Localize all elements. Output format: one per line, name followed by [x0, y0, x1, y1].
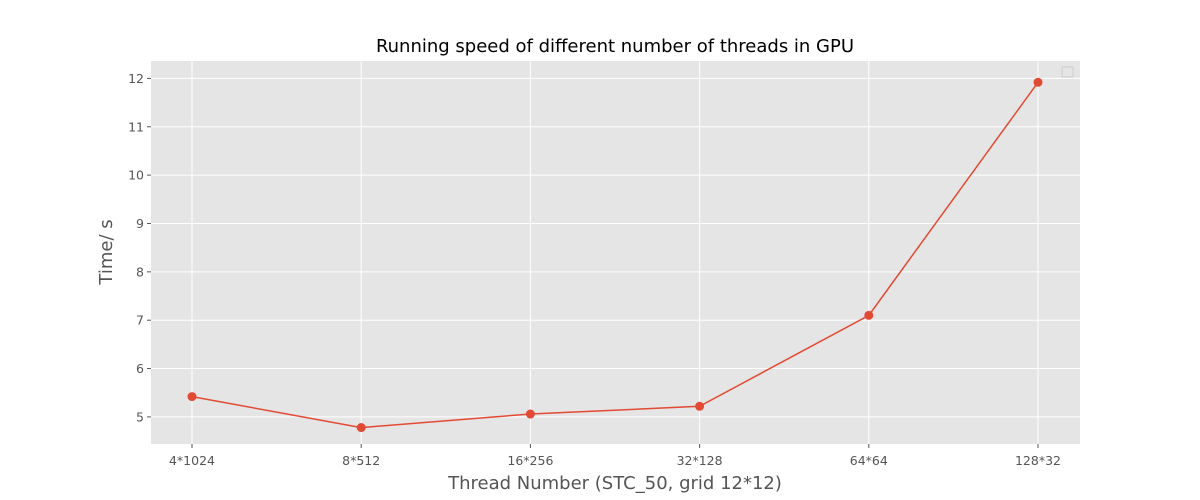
- x-tick-label: 32*128: [677, 453, 723, 468]
- legend: [1061, 66, 1074, 78]
- plot-area: [151, 61, 1080, 444]
- y-tick-label: 12: [128, 71, 144, 86]
- x-axis-ticks: 4*1024 8*512 16*256 32*128 64*64 128*32: [169, 444, 1061, 468]
- series-line: [191, 81, 1039, 429]
- y-tick-label: 8: [136, 264, 144, 279]
- data-point: [187, 392, 197, 402]
- series-layer: [187, 77, 1043, 433]
- data-point: [1033, 77, 1043, 87]
- x-tick-label: 8*512: [342, 453, 380, 468]
- data-point: [525, 409, 535, 419]
- y-tick-label: 11: [128, 119, 144, 134]
- chart-title: Running speed of different number of thr…: [376, 36, 854, 57]
- x-axis-label: Thread Number (STC_50, grid 12*12): [447, 473, 782, 494]
- x-tick-label: 64*64: [850, 453, 888, 468]
- x-gridlines: [191, 61, 1039, 444]
- y-tick-label: 9: [136, 216, 144, 231]
- x-tick-label: 128*32: [1015, 453, 1061, 468]
- y-tick-label: 7: [136, 313, 144, 328]
- y-tick-label: 6: [136, 361, 144, 376]
- x-tick-label: 16*256: [507, 453, 553, 468]
- y-axis-ticks: 5 6 7 8 9 10 11 12: [128, 71, 151, 424]
- data-point: [356, 423, 366, 433]
- x-tick-label: 4*1024: [169, 453, 215, 468]
- data-point: [695, 401, 705, 411]
- y-tick-label: 5: [136, 409, 144, 424]
- y-tick-label: 10: [128, 168, 144, 183]
- data-point: [864, 310, 874, 320]
- y-gridlines: [151, 77, 1080, 418]
- y-axis-label: Time/ s: [96, 219, 117, 285]
